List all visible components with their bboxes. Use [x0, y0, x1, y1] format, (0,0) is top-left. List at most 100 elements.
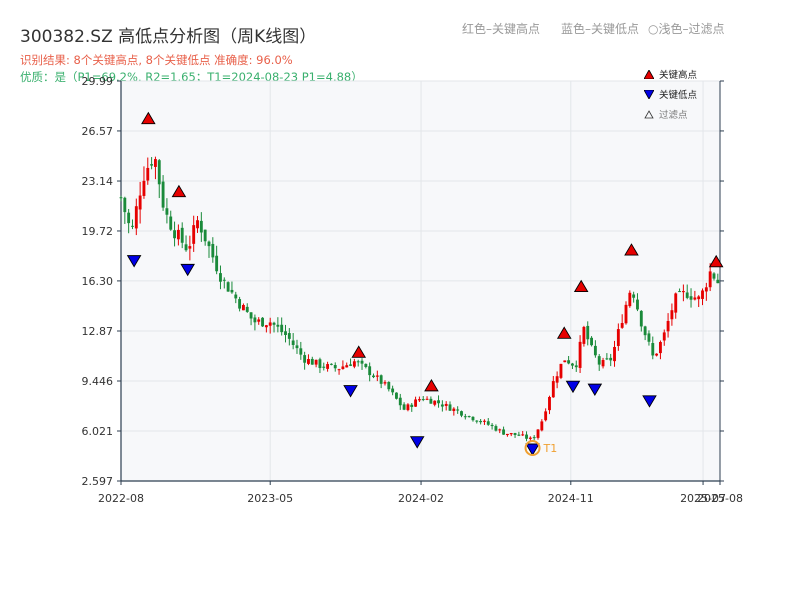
candle-body — [414, 399, 418, 407]
candle-body — [360, 360, 364, 364]
triangle-down-icon — [644, 89, 654, 99]
candle-body — [153, 159, 157, 167]
candle-body — [329, 363, 333, 365]
y-tick-label: 26.57 — [82, 125, 114, 138]
candle-body — [196, 220, 199, 229]
candle-body — [337, 369, 341, 371]
candle-body — [590, 337, 593, 346]
x-tick-label: 2025-08 — [697, 492, 743, 505]
candle-body — [494, 426, 498, 431]
candle-body — [643, 326, 647, 336]
candle-body — [379, 375, 383, 384]
candle-body — [417, 399, 421, 401]
candle-body — [131, 225, 134, 227]
candle-body — [467, 416, 471, 418]
candle-body — [571, 363, 574, 366]
candle-body — [685, 292, 689, 298]
candle-body — [192, 225, 196, 244]
y-tick-label: 23.14 — [82, 175, 114, 188]
key-low-marker — [587, 383, 603, 397]
candle-body — [433, 400, 437, 405]
candle-body — [238, 299, 242, 309]
candle-body — [540, 421, 544, 431]
candle-body — [146, 167, 150, 181]
key-low-marker — [343, 385, 358, 398]
candle-body — [222, 279, 226, 281]
key-low-marker — [180, 263, 195, 277]
candle-body — [593, 345, 597, 356]
candle-body — [375, 375, 379, 377]
candle-body — [391, 388, 395, 393]
y-tick-label: 29.99 — [82, 75, 114, 88]
y-tick-label: 12.87 — [82, 325, 114, 338]
candle-body — [701, 290, 704, 299]
candle-body — [456, 409, 460, 411]
candle-body — [655, 353, 659, 356]
legend-low-label: 关键低点 — [659, 90, 698, 101]
candle-body — [536, 429, 540, 438]
candle-body — [402, 404, 406, 410]
candle-body — [666, 320, 670, 332]
key-low-marker — [126, 255, 142, 268]
candle-body — [421, 399, 425, 401]
candle-body — [215, 255, 219, 272]
candle-body — [268, 322, 272, 326]
key-high-marker — [708, 254, 724, 268]
candle-body — [150, 164, 154, 166]
candle-body — [517, 434, 521, 436]
candle-body — [544, 411, 548, 421]
candle-body — [716, 279, 720, 284]
candle-body — [234, 294, 238, 299]
candle-body — [410, 404, 414, 407]
x-tick-label: 2023-05 — [247, 492, 293, 505]
candle-body — [310, 358, 314, 365]
candle-body — [211, 243, 215, 258]
candle-body — [364, 363, 368, 368]
candle-body — [169, 216, 173, 230]
candle-body — [349, 364, 352, 366]
legend-high-label: 关键高点 — [659, 70, 698, 81]
candle-body — [460, 411, 463, 416]
candle-body — [437, 400, 440, 404]
candle-body — [613, 346, 616, 362]
candle-body — [586, 325, 590, 340]
candle-body — [651, 343, 655, 356]
candle-body — [483, 420, 486, 422]
candle-body — [463, 416, 467, 418]
candle-body — [257, 319, 261, 322]
key-high-marker — [171, 184, 187, 198]
legend-item-low: 关键低点 — [644, 84, 697, 104]
candle-body — [632, 294, 636, 298]
legend-filtered-label: 过滤点 — [659, 110, 688, 121]
candle-body — [314, 359, 318, 365]
candle-body — [505, 433, 509, 436]
candle-body — [264, 325, 268, 328]
key-high-marker — [624, 243, 639, 256]
candle-body — [681, 291, 685, 293]
candle-body — [555, 376, 559, 383]
chart-legend: 关键高点 关键低点 过滤点 — [644, 64, 697, 124]
candle-body — [299, 348, 303, 355]
key-low-marker — [565, 380, 581, 394]
candle-body — [647, 333, 651, 342]
candle-body — [180, 227, 184, 243]
candle-body — [123, 197, 127, 213]
candle-body — [639, 310, 643, 327]
circle-icon: ○ — [648, 22, 659, 36]
y-tick-label: 2.597 — [82, 475, 114, 488]
candle-body — [161, 181, 165, 208]
t1-label: T1 — [543, 442, 558, 455]
candle-body — [525, 434, 528, 439]
candle-body — [203, 229, 207, 242]
candle-body — [509, 433, 513, 435]
candle-body — [119, 197, 123, 199]
candle-body — [452, 408, 456, 412]
candle-body — [287, 333, 291, 339]
candle-body — [693, 297, 697, 300]
candle-body — [502, 429, 506, 435]
candle-body — [674, 293, 678, 313]
candle-body — [567, 360, 571, 364]
y-tick-label: 6.021 — [82, 425, 114, 438]
x-tick-label: 2024-02 — [398, 492, 444, 505]
